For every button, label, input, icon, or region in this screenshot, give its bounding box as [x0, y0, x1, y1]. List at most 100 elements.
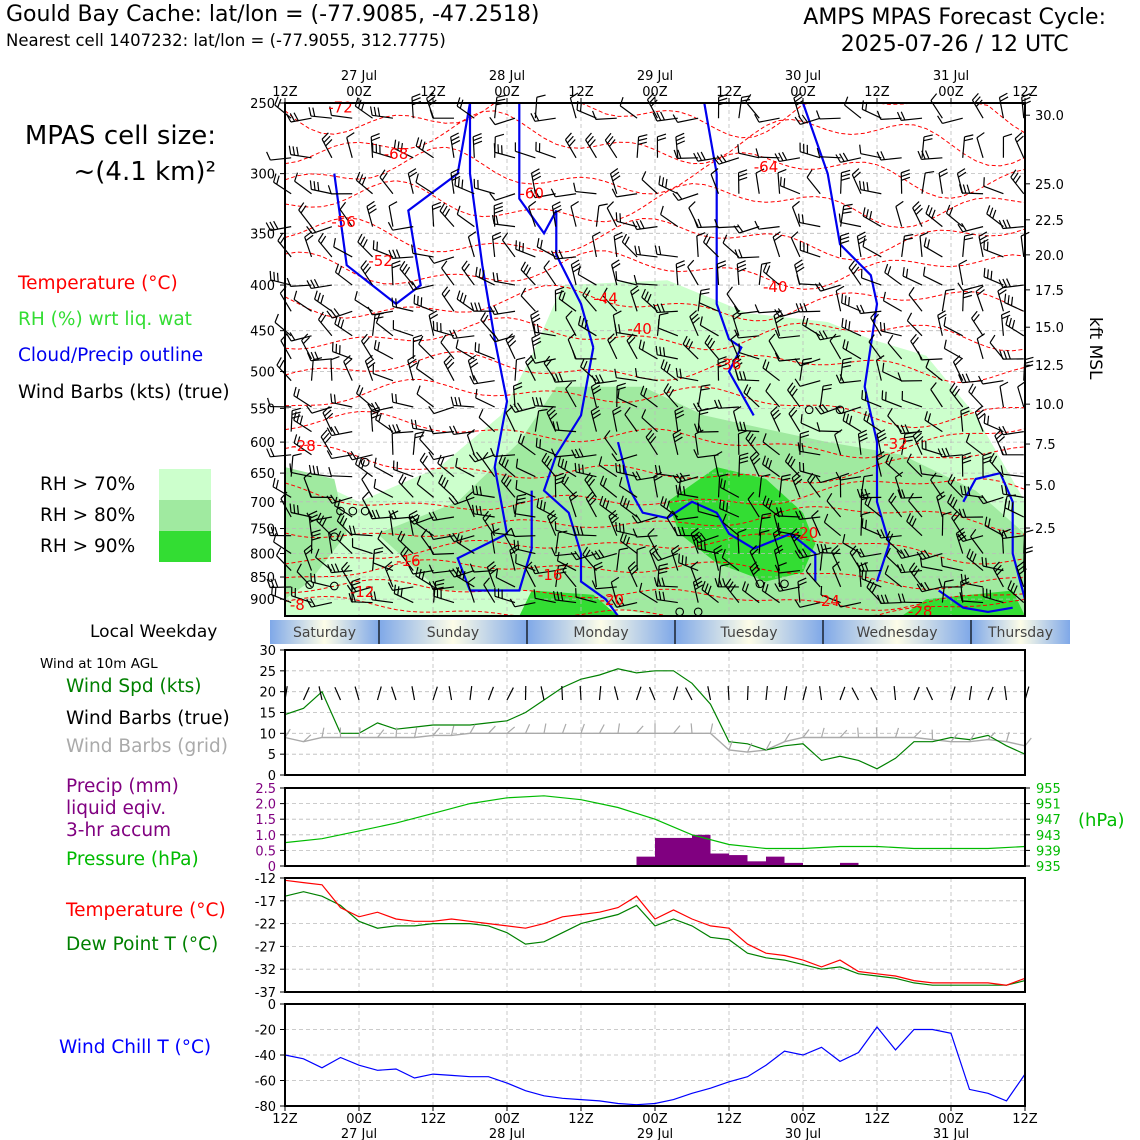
wind-barb: [945, 204, 964, 228]
sfc-wind-barb: [598, 686, 602, 701]
top-time-label: 12Z: [1012, 85, 1038, 100]
wind-barb: [591, 549, 617, 560]
sfc-wind-barb: [469, 686, 473, 701]
legend-temperature: Temperature (°C): [18, 273, 178, 294]
wind-barb: [696, 539, 719, 555]
wind-barb: [656, 563, 669, 587]
wind-barb: [735, 421, 760, 433]
wind-barb: [868, 334, 882, 360]
wind-barb: [531, 396, 556, 408]
wind-barb: [1004, 293, 1025, 312]
wind-barb: [475, 266, 495, 286]
sfc-grid-barb: [765, 740, 772, 751]
wind-barb: [388, 424, 414, 434]
weekday-axis-label: Local Weekday: [90, 622, 218, 642]
temperature-contour: [284, 284, 1026, 322]
wind-barb: [687, 259, 699, 286]
pressure-tick-label: 550: [250, 402, 275, 417]
wind-barb: [755, 168, 765, 194]
sfc-wind-barb: [851, 687, 860, 701]
wind-barb: [475, 388, 495, 408]
sfc-wind-barb: [870, 687, 878, 701]
wind-barb: [561, 473, 577, 498]
wind-barb: [289, 503, 312, 518]
wind-barb: [794, 358, 821, 367]
wind-barb: [749, 561, 761, 588]
temperature-contour-label: -20: [600, 591, 625, 609]
wind-barb: [590, 381, 602, 408]
wind-barb: [489, 332, 516, 343]
temperature-contour-label: -44: [593, 289, 618, 307]
wind-frame: [284, 649, 1026, 776]
wind-barb: [938, 578, 963, 588]
cloud-outline: [703, 102, 755, 416]
wind-barb: [407, 281, 434, 291]
wind-barb: [863, 411, 882, 433]
wind-barb: [308, 107, 332, 119]
wind-barb: [461, 260, 475, 286]
wind-barb: [968, 383, 984, 408]
wind-barb: [266, 447, 292, 458]
wind-barb: [602, 287, 618, 312]
wind-barb: [775, 507, 800, 518]
wind-barb: [478, 409, 496, 433]
kft-tick-label: 30.0: [1035, 109, 1064, 124]
rh-region: [519, 590, 618, 616]
wind-barb: [875, 451, 886, 477]
wind-barb: [735, 370, 760, 382]
wind-barb: [658, 175, 679, 195]
wind-barb: [976, 132, 985, 158]
sfc-wind-barb: [318, 686, 323, 701]
kft-tick-label: 17.5: [1035, 284, 1064, 299]
wind-barb: [861, 569, 882, 588]
wind-barb: [1021, 93, 1031, 119]
wind-barb: [924, 411, 943, 433]
wind-barb: [805, 563, 821, 588]
sfc-grid-barb: [783, 732, 791, 742]
wind-barb: [881, 390, 902, 408]
sfc-wind-barb: [506, 687, 514, 701]
wind-barb: [957, 532, 984, 543]
wind-barb: [758, 512, 772, 536]
wind-barb: [599, 495, 618, 518]
calm-circle: [780, 579, 789, 589]
wind-barb: [570, 200, 579, 227]
sfc-wind-barb: [839, 686, 846, 701]
wind-barb: [375, 314, 394, 337]
wind-barb: [884, 565, 903, 588]
sfc-wind-barb: [707, 686, 712, 701]
wind-barb: [293, 411, 312, 433]
kft-tick-label: 5.0: [1035, 479, 1056, 494]
sfc-wind-barb: [913, 686, 920, 701]
wind-barb: [606, 201, 618, 227]
wind-barb: [1000, 465, 1024, 478]
wind-barb: [774, 151, 801, 163]
wind-barb: [754, 113, 780, 123]
wind-barb: [699, 316, 719, 337]
wind-barb: [341, 561, 353, 588]
wind-barb: [343, 355, 353, 381]
wind-barb: [450, 396, 475, 408]
wind-barb: [387, 582, 414, 591]
wind-barb: [702, 233, 719, 258]
wind-barb: [554, 286, 565, 312]
wind-barb: [951, 510, 964, 537]
wind-barb: [316, 512, 333, 537]
sfc-wind-barb: [561, 685, 564, 701]
wind-barb: [696, 232, 706, 257]
wind-barb: [269, 270, 292, 286]
sfc-wind-barb: [1004, 686, 1008, 701]
wind-barb: [465, 491, 475, 518]
sfc-wind-title: Wind at 10m AGL: [40, 656, 158, 672]
wind-barb: [842, 411, 862, 433]
wind-barb: [762, 495, 780, 518]
wind-barb: [901, 391, 923, 408]
wind-barb: [855, 548, 882, 558]
wind-barb: [758, 474, 771, 498]
wind-barb: [432, 321, 455, 337]
wind-barb: [266, 151, 292, 161]
wind-barb: [856, 231, 867, 258]
wind-barb: [1002, 133, 1013, 158]
calm-circle: [360, 506, 370, 516]
wind-barb: [636, 546, 646, 571]
